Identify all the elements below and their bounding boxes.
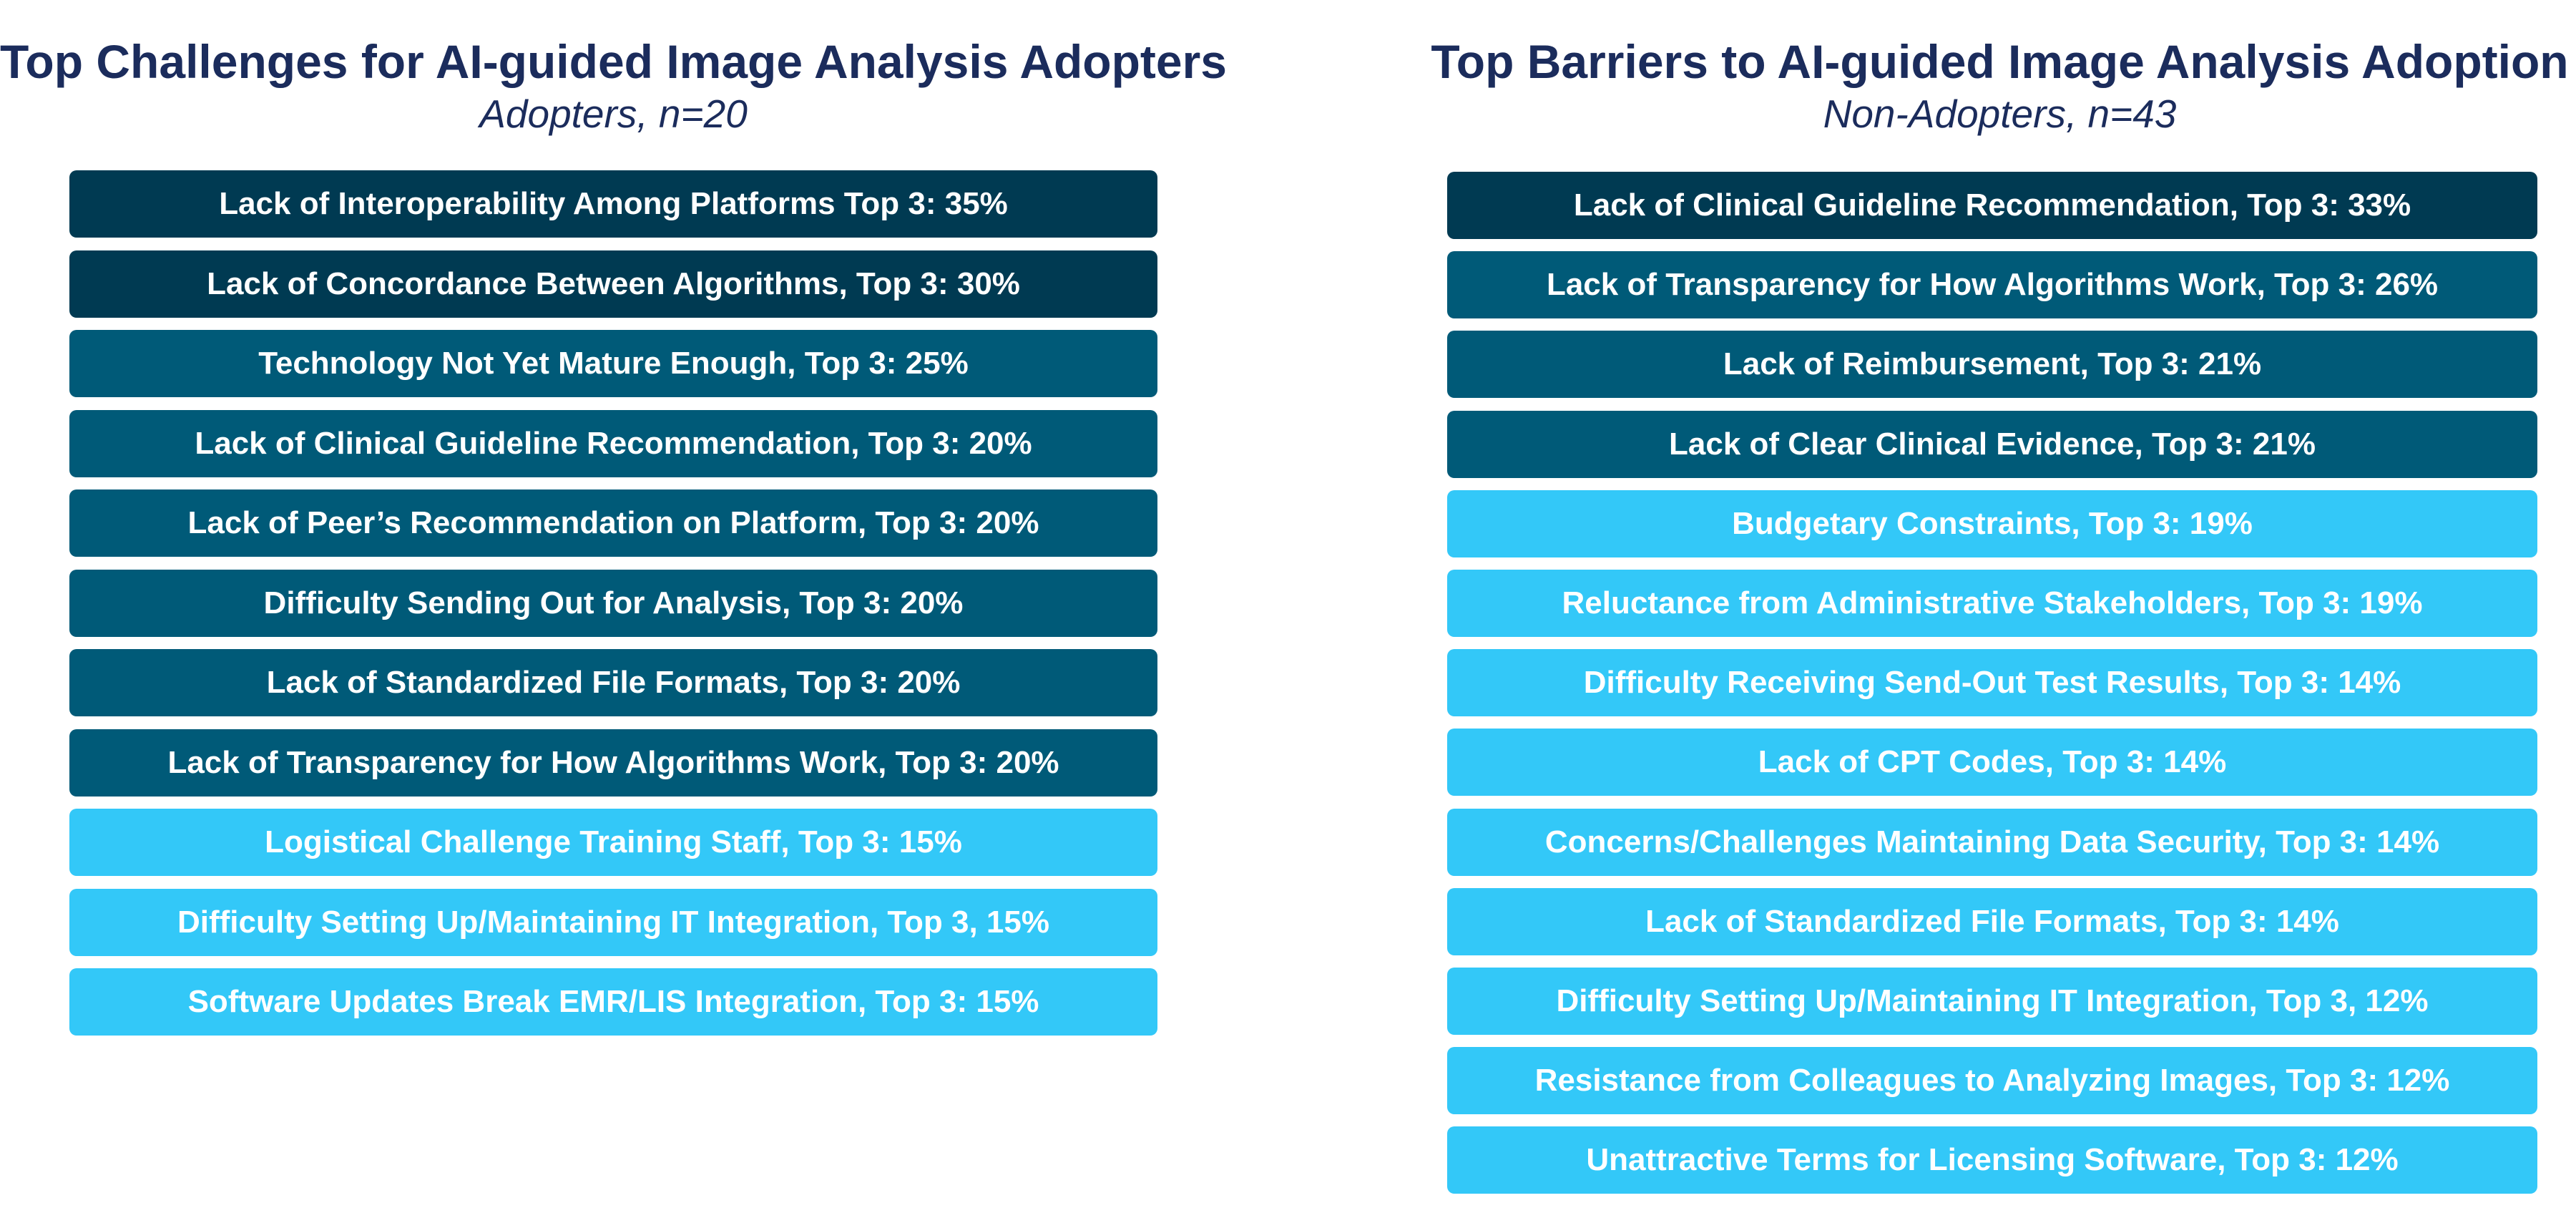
challenge-bar: Lack of Interoperability Among Platforms… [69,170,1157,238]
challenge-bar: Lack of Clear Clinical Evidence, Top 3: … [1447,411,2537,478]
challenge-bar: Lack of Peer’s Recommendation on Platfor… [69,489,1157,557]
non-adopters-title: Top Barriers to AI-guided Image Analysis… [1431,35,2569,88]
challenge-bar: Concerns/Challenges Maintaining Data Sec… [1447,809,2537,876]
challenge-bar: Difficulty Setting Up/Maintaining IT Int… [69,889,1157,956]
challenge-bar: Lack of Clinical Guideline Recommendatio… [69,410,1157,477]
challenge-bar: Lack of Standardized File Formats, Top 3… [1447,888,2537,955]
adopters-challenge-list: Lack of Interoperability Among Platforms… [0,0,1227,1213]
challenge-bar: Lack of Reimbursement, Top 3: 21% [1447,331,2537,398]
challenge-bar: Unattractive Terms for Licensing Softwar… [1447,1126,2537,1194]
challenge-bar: Difficulty Receiving Send-Out Test Resul… [1447,649,2537,716]
challenge-bar: Lack of CPT Codes, Top 3: 14% [1447,729,2537,796]
challenge-bar: Difficulty Setting Up/Maintaining IT Int… [1447,968,2537,1035]
challenge-bar: Logistical Challenge Training Staff, Top… [69,809,1157,876]
challenge-bar: Lack of Transparency for How Algorithms … [1447,251,2537,318]
non-adopters-barrier-list: Lack of Clinical Guideline Recommendatio… [1424,0,2576,1213]
adopters-title: Top Challenges for AI-guided Image Analy… [0,35,1228,88]
challenge-bar: Lack of Concordance Between Algorithms, … [69,250,1157,318]
challenge-bar: Software Updates Break EMR/LIS Integrati… [69,968,1157,1036]
challenge-bar: Technology Not Yet Mature Enough, Top 3:… [69,330,1157,397]
challenge-bar: Reluctance from Administrative Stakehold… [1447,570,2537,637]
challenge-bar: Lack of Standardized File Formats, Top 3… [69,649,1157,716]
challenge-bar: Lack of Clinical Guideline Recommendatio… [1447,172,2537,239]
challenge-bar: Budgetary Constraints, Top 3: 19% [1447,490,2537,557]
challenge-bar: Difficulty Sending Out for Analysis, Top… [69,570,1157,637]
adopters-subtitle: Adopters, n=20 [479,92,748,136]
challenge-bar: Resistance from Colleagues to Analyzing … [1447,1047,2537,1114]
non-adopters-subtitle: Non-Adopters, n=43 [1823,92,2177,136]
challenge-bar: Lack of Transparency for How Algorithms … [69,729,1157,797]
